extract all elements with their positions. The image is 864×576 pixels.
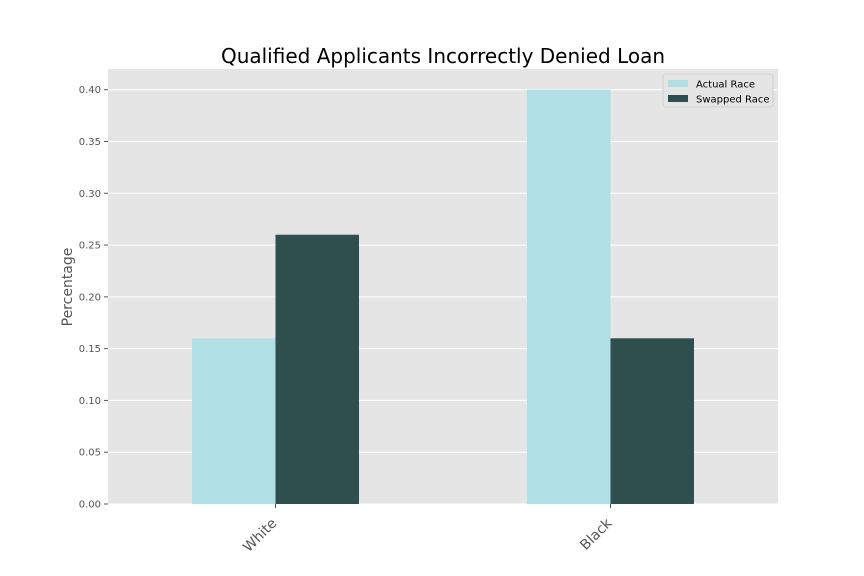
legend-swatch — [668, 80, 688, 87]
y-axis-ticks: 0.00 0.05 0.10 0.15 0.20 0.25 0.30 0.35 0.40 — [79, 85, 108, 511]
legend-box — [662, 73, 774, 108]
y-tick-label: 0.30 — [79, 189, 101, 200]
y-tick-label: 0.10 — [79, 396, 101, 407]
y-tick-label: 0.00 — [79, 500, 101, 511]
legend-swatch — [668, 95, 688, 102]
bar-actual-race-black — [527, 89, 611, 504]
bar-actual-race-white — [192, 338, 276, 504]
chart-title: Qualified Applicants Incorrectly Denied … — [221, 44, 665, 68]
y-tick-label: 0.20 — [79, 292, 101, 303]
y-axis-label: Percentage — [60, 248, 76, 327]
legend: Actual Race Swapped Race — [662, 73, 774, 108]
y-tick-label: 0.35 — [79, 137, 101, 148]
x-axis-ticks: White Black — [240, 504, 616, 556]
legend-label: Actual Race — [696, 80, 755, 91]
x-tick-label: White — [240, 516, 280, 556]
legend-label: Swapped Race — [696, 95, 770, 106]
x-tick-label: Black — [577, 515, 616, 554]
y-tick-label: 0.40 — [79, 85, 101, 96]
y-tick-label: 0.15 — [79, 344, 101, 355]
y-tick-label: 0.05 — [79, 448, 101, 459]
bars — [192, 89, 694, 504]
bar-swapped-race-white — [275, 234, 359, 504]
y-tick-label: 0.25 — [79, 241, 101, 252]
bar-swapped-race-black — [610, 338, 694, 504]
